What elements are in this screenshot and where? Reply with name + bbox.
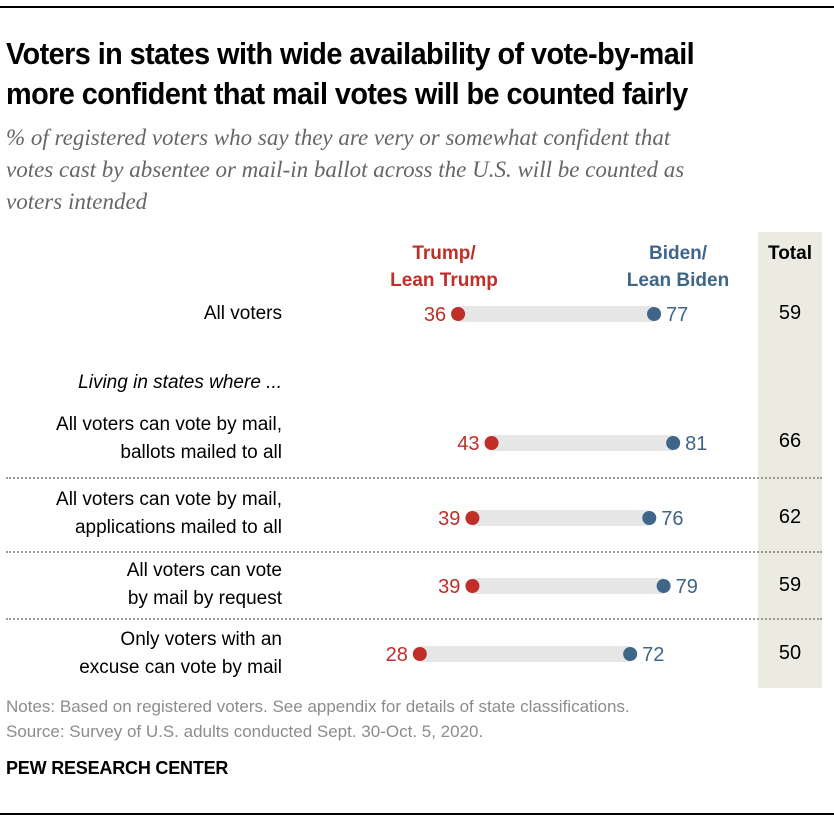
row-label-line: Only voters with an — [120, 629, 282, 650]
row-divider — [6, 618, 822, 620]
row-label-line: by mail by request — [127, 588, 282, 609]
legend-trump-line-2: Lean Trump — [390, 270, 498, 291]
biden-dot — [642, 511, 657, 525]
chart-notes: Notes: Based on registered voters. See a… — [6, 694, 630, 744]
legend-biden-line-1: Biden/ — [648, 243, 708, 264]
section-label: Living in states where ... — [78, 372, 282, 393]
notes-text: Notes: Based on registered voters. See a… — [6, 697, 630, 716]
biden-dot — [666, 436, 681, 450]
trump-dot — [465, 579, 480, 593]
row-divider — [6, 551, 822, 553]
chart-subtitle: % of registered voters who say they are … — [6, 122, 806, 218]
row-label-line: All voters — [203, 303, 282, 324]
total-value: 50 — [778, 642, 802, 664]
row-label-ballots-mailed: All voters can vote by mail, ballots mai… — [56, 411, 282, 467]
row-label-line: excuse can vote by mail — [79, 657, 282, 678]
biden-value-label: 76 — [661, 508, 683, 530]
row-label-line: All voters can vote by mail, — [56, 489, 282, 510]
chart-subtitle-line-1: % of registered voters who say they are … — [6, 125, 671, 150]
brand-logo-text: PEW RESEARCH CENTER — [6, 758, 229, 778]
total-value: 66 — [778, 430, 802, 452]
range-bar — [419, 646, 631, 662]
chart-subtitle-line-3: voters intended — [6, 189, 148, 214]
trump-value-label: 36 — [424, 304, 446, 326]
trump-dot — [465, 511, 480, 525]
row-label-line: ballots mailed to all — [120, 442, 282, 463]
source-text: Source: Survey of U.S. adults conducted … — [6, 722, 484, 741]
legend-biden-line-2: Lean Biden — [626, 270, 730, 291]
row-label-line: All voters can vote — [126, 560, 282, 581]
biden-dot — [623, 647, 638, 661]
biden-dot — [647, 307, 662, 321]
chart-subtitle-line-2: votes cast by absentee or mail-in ballot… — [6, 157, 685, 182]
total-value: 62 — [778, 506, 802, 528]
bottom-rule — [0, 813, 834, 815]
range-bar — [472, 510, 650, 526]
row-divider — [6, 477, 822, 479]
range-bar — [472, 578, 664, 594]
trump-dot — [412, 647, 427, 661]
range-bar — [491, 435, 674, 451]
chart-title-line-2: more confident that mail votes will be c… — [6, 76, 688, 111]
total-column-band — [758, 232, 822, 688]
row-label-by-request: All voters can vote by mail by request — [127, 557, 282, 613]
trump-dot — [451, 307, 466, 321]
row-label-all-voters: All voters — [204, 300, 282, 328]
legend-trump: Trump/ Lean Trump — [370, 240, 518, 294]
trump-value-label: 43 — [457, 433, 479, 455]
range-bar — [458, 306, 655, 322]
row-label-line: All voters can vote by mail, — [56, 414, 282, 435]
trump-value-label: 39 — [438, 576, 460, 598]
biden-value-label: 77 — [666, 304, 688, 326]
legend-trump-line-1: Trump/ — [412, 243, 476, 264]
biden-value-label: 81 — [685, 433, 707, 455]
biden-value-label: 79 — [676, 576, 698, 598]
total-value: 59 — [778, 574, 802, 596]
chart-title: Voters in states with wide availability … — [6, 34, 770, 114]
legend-biden: Biden/ Lean Biden — [608, 240, 748, 294]
trump-value-label: 39 — [438, 508, 460, 530]
chart-title-line-1: Voters in states with wide availability … — [6, 36, 695, 71]
biden-value-label: 72 — [642, 644, 664, 666]
total-value: 59 — [778, 302, 802, 324]
top-rule — [0, 6, 834, 8]
trump-dot — [484, 436, 499, 450]
row-label-excuse-required: Only voters with an excuse can vote by m… — [79, 626, 282, 682]
row-label-applications-mailed: All voters can vote by mail, application… — [56, 486, 282, 542]
row-label-line: applications mailed to all — [74, 517, 282, 538]
biden-dot — [656, 579, 671, 593]
total-column-header: Total — [768, 243, 812, 264]
trump-value-label: 28 — [386, 644, 408, 666]
